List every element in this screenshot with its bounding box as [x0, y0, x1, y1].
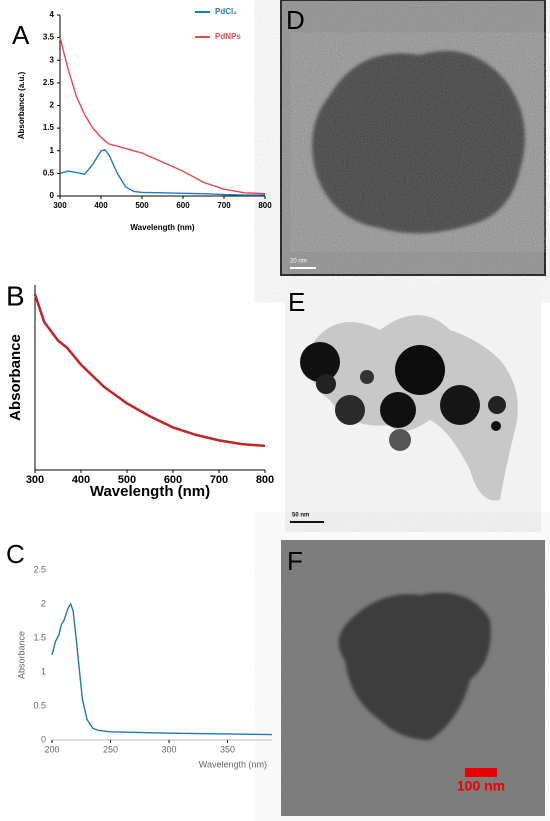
y-tick-label: 1.5	[33, 632, 46, 642]
x-tick-label: 700	[217, 201, 231, 210]
data-line	[33, 293, 266, 448]
y-tick-label: 2	[41, 598, 46, 608]
x-tick-label: 600	[176, 201, 190, 210]
x-axis-label: Wavelength (nm)	[90, 483, 210, 500]
y-axis-label: Absorbance	[16, 631, 26, 679]
y-tick-label: 0	[41, 734, 46, 744]
x-tick-label: 300	[26, 474, 44, 486]
x-tick-label: 350	[220, 744, 235, 754]
x-tick-label: 700	[210, 474, 228, 486]
x-tick-label: 500	[118, 474, 136, 486]
data-line	[51, 602, 273, 736]
y-tick-label: 2	[50, 101, 55, 110]
y-tick-label: 1	[41, 666, 46, 676]
x-tick-label: 800	[256, 474, 274, 486]
y-tick-label: 2.5	[43, 78, 55, 87]
y-tick-label: 0.5	[33, 700, 46, 710]
x-tick-label: 600	[164, 474, 182, 486]
y-tick-label: 3.5	[43, 33, 55, 42]
x-axis-label: Wavelength (nm)	[199, 759, 267, 769]
x-tick-label: 800	[258, 201, 272, 210]
x-tick-label: 250	[103, 744, 118, 754]
x-tick-label: 400	[94, 201, 108, 210]
panel-label: C	[6, 539, 25, 569]
tem-image-d: 20 nm D	[280, 0, 546, 276]
y-tick-label: 1.5	[43, 123, 55, 132]
panel-label: F	[287, 546, 303, 576]
data-line	[59, 149, 265, 196]
y-tick-label: 0	[50, 191, 55, 200]
panel-label: A	[12, 20, 30, 50]
y-tick-label: 2.5	[33, 564, 46, 574]
x-tick-label: 300	[53, 201, 67, 210]
x-tick-label: 400	[72, 474, 90, 486]
y-tick-label: 1	[50, 146, 55, 155]
x-tick-label: 500	[135, 201, 149, 210]
tem-image-f: 100 nm F	[281, 540, 545, 816]
scale-bar-label: 50 nm	[292, 513, 309, 519]
x-tick-label: 300	[162, 744, 177, 754]
legend-label: PdNPs	[215, 32, 241, 41]
x-axis-label: Wavelength (nm)	[130, 223, 194, 232]
panel-label: D	[286, 5, 305, 35]
y-tick-label: 0.5	[43, 168, 55, 177]
tem-image-e: 50 nm E	[285, 282, 541, 532]
panel-label: E	[288, 287, 305, 317]
x-tick-label: 200	[44, 744, 59, 754]
scale-bar-label: 100 nm	[457, 778, 505, 794]
panel-label: B	[6, 280, 25, 311]
y-tick-label: 4	[50, 10, 55, 19]
legend-label: PdCl₂	[215, 7, 237, 16]
scale-bar-label: 20 nm	[290, 259, 307, 265]
data-line	[59, 37, 266, 195]
y-axis-label: Absorbance (a.u.)	[17, 71, 26, 139]
y-tick-label: 3	[50, 55, 55, 64]
y-axis-label: Absorbance	[7, 334, 24, 421]
